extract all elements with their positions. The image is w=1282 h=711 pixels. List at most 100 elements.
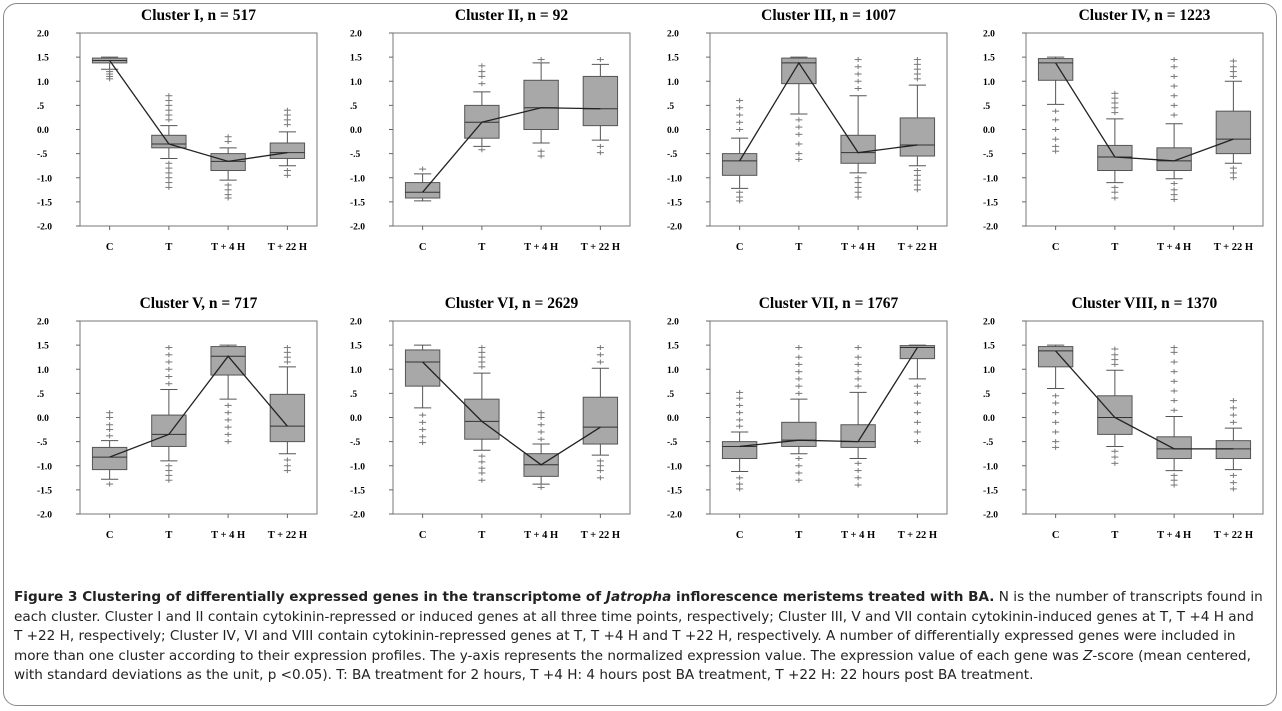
y-tick-label: -.5 xyxy=(37,150,48,160)
y-tick-label: 0.0 xyxy=(37,414,49,424)
category-label: T + 4 H xyxy=(524,530,558,541)
y-tick-label: 0.0 xyxy=(350,126,362,136)
y-tick-label: -2.0 xyxy=(37,223,52,233)
median-trend-line xyxy=(1055,350,1234,450)
box xyxy=(464,398,500,440)
caption-title-start: Clustering of differentially expressed g… xyxy=(77,589,606,605)
category-label: C xyxy=(419,242,427,253)
caption-title-end: inflorescence meristems treated with BA. xyxy=(671,589,995,605)
median-trend-line xyxy=(109,355,288,458)
y-tick-label: .5 xyxy=(350,390,357,400)
y-tick-label: .5 xyxy=(667,390,674,400)
y-tick-label: 2.0 xyxy=(983,318,995,328)
y-tick-label: .5 xyxy=(37,390,44,400)
y-tick-label: 1.5 xyxy=(667,342,679,352)
y-tick-label: -2.0 xyxy=(37,511,52,521)
y-tick-label: -1.5 xyxy=(667,198,682,208)
y-tick-label: -2.0 xyxy=(350,511,365,521)
category-label: T xyxy=(165,530,172,541)
category-label: C xyxy=(1052,530,1060,541)
chart-title: Cluster III, n = 1007 xyxy=(761,7,896,24)
category-label: T + 22 H xyxy=(581,242,620,253)
chart-title: Cluster VIII, n = 1370 xyxy=(1072,295,1218,312)
y-tick-label: 2.0 xyxy=(37,318,49,328)
category-label: T xyxy=(478,530,485,541)
y-tick-label: 0.0 xyxy=(667,126,679,136)
y-tick-label: -1.0 xyxy=(37,462,52,472)
category-label: T xyxy=(478,242,485,253)
category-label: T + 22 H xyxy=(581,530,620,541)
category-label: C xyxy=(419,530,427,541)
box xyxy=(523,79,559,131)
cluster-chart: Cluster VIII, n = 1370 2.0 1.5 1.0 .5 0.0 -.5 -… xyxy=(983,295,1264,541)
median-trend-line xyxy=(422,107,601,193)
category-label: T xyxy=(1111,530,1118,541)
y-tick-label: -1.5 xyxy=(667,486,682,496)
y-tick-label: 1.0 xyxy=(983,366,995,376)
category-label: T + 22 H xyxy=(898,530,937,541)
category-label: T + 4 H xyxy=(1157,242,1191,253)
cluster-chart: Cluster V, n = 717 2.0 1.5 1.0 .5 0.0 -.5 -1.0 -… xyxy=(37,295,318,541)
y-tick-label: 1.0 xyxy=(350,78,362,88)
y-tick-label: -1.0 xyxy=(37,174,52,184)
box xyxy=(840,424,876,448)
y-tick-label: -2.0 xyxy=(983,511,998,521)
figure-caption: Figure 3 Clustering of differentially ex… xyxy=(14,588,1264,686)
chart-title: Cluster I, n = 517 xyxy=(141,7,256,24)
median-trend-line xyxy=(109,60,288,163)
category-label: C xyxy=(1052,242,1060,253)
box xyxy=(1156,436,1192,460)
chart-title: Cluster IV, n = 1223 xyxy=(1079,7,1211,24)
y-tick-label: 1.5 xyxy=(37,54,49,64)
caption-title-genus: Jatropha xyxy=(605,589,672,605)
y-tick-label: -1.5 xyxy=(983,486,998,496)
chart-title: Cluster VII, n = 1767 xyxy=(759,295,899,312)
y-tick-label: 1.0 xyxy=(667,366,679,376)
box xyxy=(151,414,187,447)
y-tick-label: 2.0 xyxy=(350,318,362,328)
median-trend-line xyxy=(1055,62,1234,162)
cluster-chart: Cluster I, n = 517 2.0 1.5 1.0 .5 0.0 -.5 -1.0 -… xyxy=(37,7,318,253)
y-tick-label: 1.0 xyxy=(667,78,679,88)
box xyxy=(582,396,619,445)
y-tick-label: -.5 xyxy=(350,438,361,448)
box xyxy=(781,421,817,447)
y-tick-label: -1.5 xyxy=(350,198,365,208)
y-tick-label: 1.5 xyxy=(983,54,995,64)
plot-area xyxy=(79,32,318,227)
y-tick-label: 0.0 xyxy=(667,414,679,424)
y-tick-label: 2.0 xyxy=(667,30,679,40)
box xyxy=(582,75,619,127)
y-tick-label: 0.0 xyxy=(350,414,362,424)
category-label: T + 4 H xyxy=(841,242,875,253)
median-trend-line xyxy=(422,361,601,466)
y-tick-label: -.5 xyxy=(667,438,678,448)
box xyxy=(269,393,306,443)
y-tick-label: 1.5 xyxy=(350,342,362,352)
box xyxy=(721,441,758,460)
chart-title: Cluster VI, n = 2629 xyxy=(445,295,579,312)
box xyxy=(721,153,758,176)
box xyxy=(151,134,187,149)
category-label: C xyxy=(736,242,744,253)
chart-title: Cluster V, n = 717 xyxy=(140,295,258,312)
y-tick-label: .5 xyxy=(983,102,990,112)
category-label: T xyxy=(795,530,802,541)
category-label: T + 22 H xyxy=(268,530,307,541)
y-tick-label: -.5 xyxy=(983,150,994,160)
cluster-chart: Cluster IV, n = 1223 2.0 1.5 1.0 .5 0.0 -.5 -1.… xyxy=(983,7,1264,253)
category-label: T + 22 H xyxy=(1214,530,1253,541)
y-tick-label: 2.0 xyxy=(983,30,995,40)
category-label: C xyxy=(106,242,114,253)
y-tick-label: -2.0 xyxy=(983,223,998,233)
y-tick-label: -1.0 xyxy=(350,462,365,472)
y-tick-label: .5 xyxy=(37,102,44,112)
y-tick-label: -2.0 xyxy=(350,223,365,233)
y-tick-label: -1.0 xyxy=(983,174,998,184)
y-tick-label: -.5 xyxy=(350,150,361,160)
box xyxy=(899,345,936,360)
y-tick-label: -1.5 xyxy=(983,198,998,208)
category-label: T + 22 H xyxy=(1214,242,1253,253)
box xyxy=(404,349,441,387)
cluster-chart: Cluster VI, n = 2629 2.0 1.5 1.0 .5 0.0 -.5 -1.… xyxy=(350,295,631,541)
